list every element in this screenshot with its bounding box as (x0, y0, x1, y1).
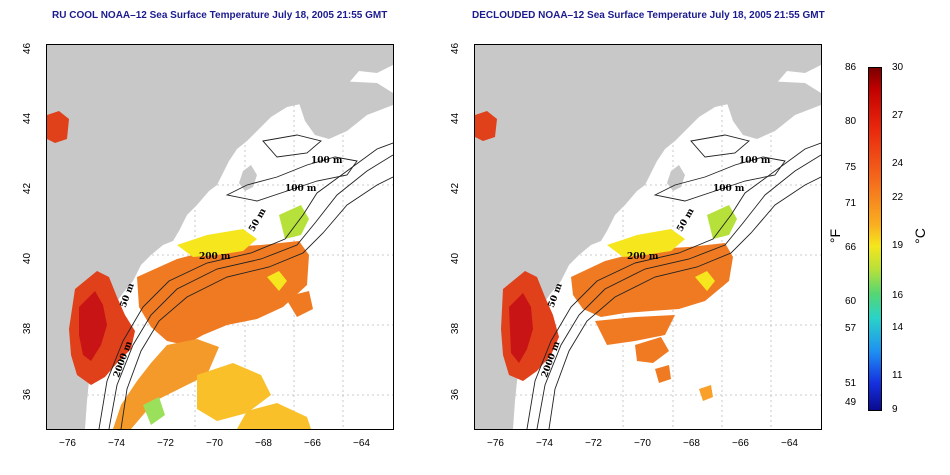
celsius-label: 24 (892, 158, 904, 169)
y-tick-label: 42 (450, 182, 462, 195)
celsius-label: 22 (892, 192, 904, 203)
contour-label-100m-a: 100 m (739, 156, 771, 166)
celsius-label: 11 (892, 370, 903, 381)
fahrenheit-label: 86 (845, 62, 857, 73)
y-tick-label: 40 (450, 252, 462, 265)
celsius-label: 30 (892, 62, 904, 73)
x-tick-label: −74 (536, 438, 553, 449)
celsius-label: 9 (892, 404, 898, 415)
fahrenheit-label: 57 (845, 323, 857, 334)
land-mass (475, 45, 821, 429)
sst-coverage (475, 111, 737, 401)
x-tick-label: −76 (487, 438, 504, 449)
left-map-canvas: 100 m 100 m 50 m 200 m 50 m 2000 m (47, 45, 393, 429)
celsius-label: 14 (892, 322, 904, 333)
fahrenheit-label: 60 (845, 296, 857, 307)
x-tick-label: −72 (157, 438, 174, 449)
contour-label-100m-b: 100 m (285, 184, 317, 194)
isobaths (98, 134, 393, 429)
y-tick-label: 38 (22, 322, 34, 335)
fahrenheit-label: 80 (845, 116, 857, 127)
y-tick-label: 46 (22, 42, 34, 55)
fahrenheit-label: 71 (845, 198, 857, 209)
x-tick-label: −74 (108, 438, 125, 449)
celsius-label: 16 (892, 290, 904, 301)
x-tick-label: −72 (585, 438, 602, 449)
y-tick-label: 44 (450, 112, 462, 125)
contour-label-100m-a: 100 m (311, 156, 343, 166)
sst-coverage (47, 111, 313, 429)
x-tick-label: −70 (634, 438, 651, 449)
celsius-label: 27 (892, 110, 904, 121)
nova-scotia (725, 81, 821, 139)
right-map-canvas: 100 m 100 m 50 m 200 m 50 m 2000 m (475, 45, 821, 429)
cape-cod (239, 165, 257, 191)
isobaths (526, 134, 821, 429)
nova-scotia (297, 81, 393, 139)
x-tick-label: −64 (353, 438, 370, 449)
x-tick-label: −68 (683, 438, 700, 449)
x-tick-label: −76 (59, 438, 76, 449)
x-tick-label: −68 (255, 438, 272, 449)
left-panel-title: RU COOL NOAA–12 Sea Surface Temperature … (52, 10, 388, 21)
contour-label-50m-a: 50 m (675, 206, 696, 233)
celsius-unit-label: °C (911, 228, 928, 244)
x-tick-label: −66 (732, 438, 749, 449)
contour-label-200m: 200 m (627, 252, 659, 262)
fahrenheit-label: 75 (845, 162, 857, 173)
cape-cod (667, 165, 685, 191)
x-tick-label: −66 (304, 438, 321, 449)
y-tick-label: 44 (22, 112, 34, 125)
contour-label-50m-a: 50 m (247, 206, 268, 233)
y-tick-label: 36 (22, 388, 34, 401)
y-tick-label: 40 (22, 252, 34, 265)
contour-label-200m: 200 m (199, 252, 231, 262)
land-mass (47, 45, 393, 429)
left-map: 100 m 100 m 50 m 200 m 50 m 2000 m (46, 44, 394, 430)
fahrenheit-unit-label: °F (827, 228, 844, 244)
fahrenheit-label: 66 (845, 242, 857, 253)
y-tick-label: 36 (450, 388, 462, 401)
y-tick-label: 38 (450, 322, 462, 335)
x-tick-label: −70 (206, 438, 223, 449)
y-tick-label: 46 (450, 42, 462, 55)
celsius-label: 19 (892, 240, 904, 251)
y-tick-label: 42 (22, 182, 34, 195)
fahrenheit-label: 51 (845, 378, 857, 389)
right-map: 100 m 100 m 50 m 200 m 50 m 2000 m (474, 44, 822, 430)
right-panel-title: DECLOUDED NOAA–12 Sea Surface Temperatur… (472, 10, 825, 21)
fahrenheit-label: 49 (845, 397, 857, 408)
contour-label-100m-b: 100 m (713, 184, 745, 194)
temperature-colorbar (868, 67, 882, 411)
x-tick-label: −64 (781, 438, 798, 449)
